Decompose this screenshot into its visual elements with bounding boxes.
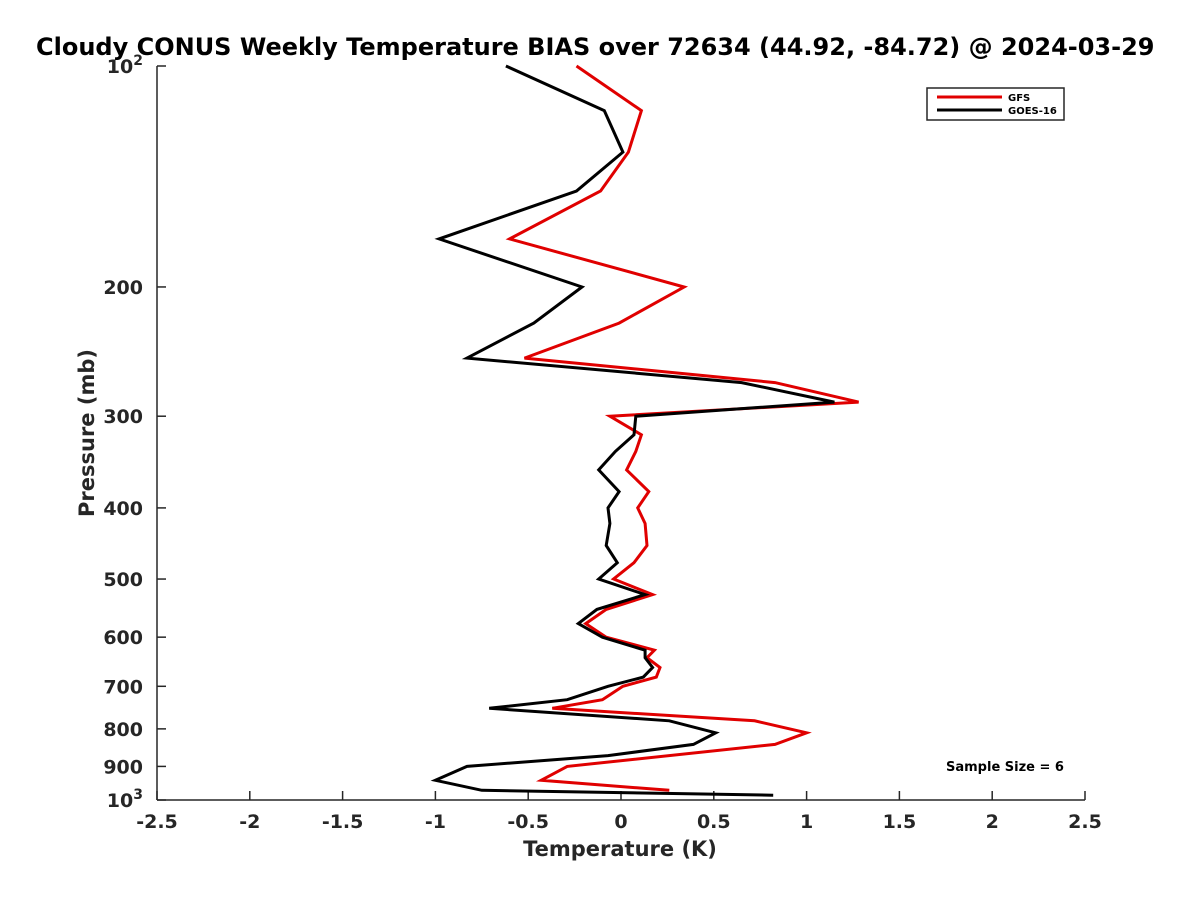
axes: -2.5 -2 -1.5 -1 -0.5 0 0.5 1 1.5 2 2.5 102 200 300 400… <box>103 53 1102 833</box>
y-tick-label: 900 <box>103 756 143 778</box>
x-tick-label: 2.5 <box>1068 811 1102 833</box>
y-tick-label: 103 <box>107 787 143 812</box>
y-tick-label: 800 <box>103 719 143 741</box>
y-tick-label: 300 <box>103 406 143 428</box>
legend: GFS GOES-16 <box>926 87 1065 121</box>
series-line-gfs <box>505 64 859 792</box>
series-layer <box>430 64 859 797</box>
x-tick-label: 0.5 <box>697 811 731 833</box>
y-axis-label: Pressure (mb) <box>75 349 99 517</box>
y-tick-label: 500 <box>103 569 143 591</box>
x-tick-label: -2 <box>239 811 260 833</box>
x-tick-label: -1 <box>425 811 446 833</box>
legend-box <box>926 87 1065 121</box>
x-tick-label: -2.5 <box>136 811 178 833</box>
y-tick-label: 400 <box>103 498 143 520</box>
y-tick-label: 200 <box>103 277 143 299</box>
legend-label: GFS <box>1008 93 1030 104</box>
x-tick-label: 0 <box>614 811 627 833</box>
series-line-goes-16 <box>430 64 835 797</box>
x-axis-label: Temperature (K) <box>523 837 717 861</box>
y-tick-label: 102 <box>107 53 143 78</box>
x-tick-label: -0.5 <box>507 811 549 833</box>
x-tick-label: 1 <box>800 811 813 833</box>
chart-title: Cloudy CONUS Weekly Temperature BIAS ove… <box>36 33 1154 61</box>
legend-label: GOES-16 <box>1008 106 1057 117</box>
sample-size-annotation: Sample Size = 6 <box>946 760 1064 775</box>
x-tick-label: 2 <box>986 811 999 833</box>
x-tick-label: -1.5 <box>322 811 364 833</box>
y-tick-label: 600 <box>103 627 143 649</box>
x-tick-label: 1.5 <box>883 811 917 833</box>
y-tick-label: 700 <box>103 676 143 698</box>
